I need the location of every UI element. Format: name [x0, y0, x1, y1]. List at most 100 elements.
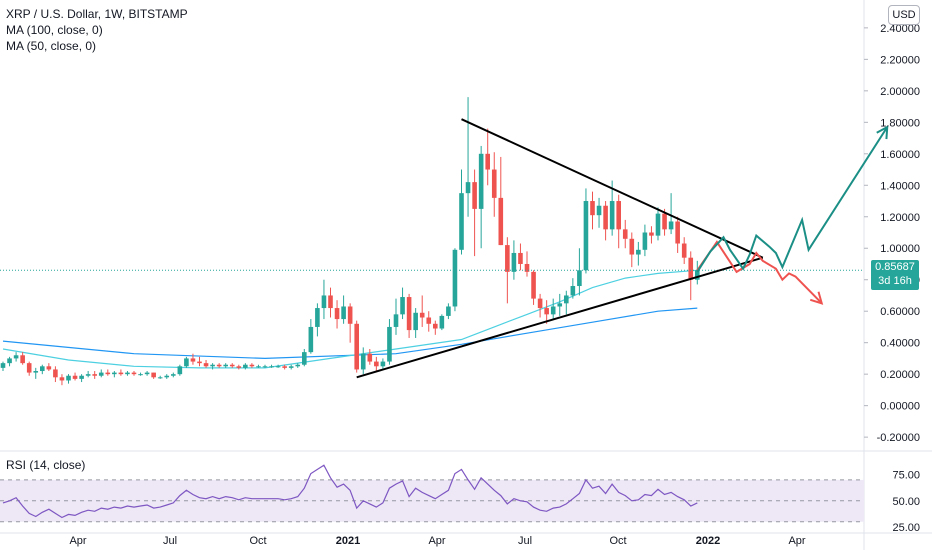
candle-body	[243, 364, 248, 368]
candle-body	[269, 366, 274, 368]
candle-body	[347, 306, 353, 324]
time-tick-label: Jul	[163, 535, 177, 547]
candle-body	[577, 270, 582, 287]
candle-body	[544, 308, 549, 315]
last-price-badge: 0.85687 3d 16h	[871, 260, 919, 290]
candle-body	[216, 364, 222, 367]
bullish-projection-path	[696, 126, 889, 273]
candle-body	[465, 182, 471, 194]
rsi-tick-label: 50.00	[892, 496, 920, 508]
candle-body	[354, 323, 359, 370]
price-tick-label: 1.60000	[880, 149, 920, 161]
candle-body	[302, 352, 307, 365]
candle-body	[622, 229, 628, 239]
candle-body	[7, 358, 12, 364]
candle-body	[400, 297, 405, 315]
price-tick-label: 2.40000	[880, 23, 920, 35]
candle-body	[649, 232, 654, 236]
rsi-legend[interactable]: RSI (14, close)	[6, 458, 86, 472]
candle-body	[334, 308, 340, 320]
candle-body	[419, 312, 425, 318]
candle-body	[282, 366, 287, 368]
candle-body	[308, 326, 314, 353]
candle-body	[603, 205, 608, 230]
candle-body	[452, 249, 458, 307]
candle-body	[374, 361, 379, 367]
chart-legend: XRP / U.S. Dollar, 1W, BITSTAMP MA (100,…	[6, 6, 188, 54]
rsi-tick-label: 75.00	[892, 470, 920, 482]
candle-body	[112, 372, 117, 375]
candle-body	[609, 201, 615, 230]
price-tick-label: 2.20000	[880, 54, 920, 66]
time-axis[interactable]: Apr Jul Oct 2021 Apr Jul Oct 2022 Apr	[69, 535, 805, 547]
candle-body	[485, 153, 490, 170]
bar-countdown: 3d 16h	[878, 275, 912, 287]
candle-body	[472, 182, 477, 209]
candle-body	[315, 308, 320, 327]
candle-body	[46, 366, 52, 370]
candlesticks	[0, 97, 700, 386]
candle-body	[171, 374, 176, 376]
candle-body	[210, 364, 215, 367]
time-tick-label: Apr	[788, 535, 805, 547]
candle-body	[531, 271, 536, 299]
ma50-legend[interactable]: MA (50, close, 0)	[6, 39, 97, 53]
candle-body	[511, 252, 517, 272]
rsi-tick-label: 25.00	[892, 522, 920, 534]
price-tick-label: 1.40000	[880, 180, 920, 192]
candle-body	[629, 238, 635, 255]
candle-body	[616, 201, 621, 230]
candle-body	[20, 355, 25, 364]
candle-body	[53, 369, 58, 378]
candle-body	[131, 372, 137, 375]
currency-button[interactable]: USD	[888, 5, 920, 25]
candle-body	[321, 295, 327, 309]
candle-body	[249, 364, 255, 367]
candle-body	[177, 366, 183, 375]
bearish-arrowhead	[809, 291, 824, 305]
candle-body	[518, 252, 523, 264]
time-tick-label: Oct	[609, 535, 626, 547]
candle-body	[341, 306, 346, 320]
candle-body	[59, 377, 65, 381]
candle-body	[459, 193, 464, 250]
price-tick-label: 1.20000	[880, 212, 920, 224]
time-tick-label: 2022	[696, 535, 720, 547]
candle-body	[197, 361, 202, 364]
candle-body	[367, 353, 373, 362]
time-tick-label: 2021	[336, 535, 360, 547]
candle-body	[675, 221, 680, 244]
symbol-title[interactable]: XRP / U.S. Dollar, 1W, BITSTAMP	[6, 7, 188, 21]
candle-body	[164, 375, 170, 378]
candle-body	[72, 375, 78, 379]
price-tick-label: 0.00000	[880, 401, 920, 413]
candle-body	[236, 366, 242, 368]
candle-body	[439, 315, 445, 329]
triangle-lower-trendline	[356, 256, 764, 379]
time-tick-label: Apr	[428, 535, 445, 547]
candle-body	[596, 205, 602, 216]
candle-body	[26, 363, 32, 373]
trendline-drawings[interactable]	[0, 118, 889, 379]
candle-body	[550, 306, 556, 315]
candle-body	[40, 366, 45, 372]
price-tick-label: 0.60000	[880, 306, 920, 318]
candle-body	[590, 201, 595, 216]
bearish-projection-path	[696, 240, 823, 305]
last-price-value: 0.85687	[875, 261, 915, 273]
candle-body	[288, 366, 294, 368]
candle-body	[144, 372, 150, 375]
candle-body	[688, 257, 694, 280]
ma100-legend[interactable]: MA (100, close, 0)	[6, 23, 103, 37]
candle-body	[151, 372, 156, 378]
candle-body	[105, 372, 111, 375]
candle-body	[433, 323, 438, 329]
price-tick-label: 1.00000	[880, 243, 920, 255]
candle-body	[583, 201, 589, 271]
candle-body	[681, 243, 687, 258]
candle-body	[203, 363, 209, 367]
candle-body	[328, 295, 333, 309]
candle-body	[695, 270, 700, 280]
rsi-line	[2, 464, 698, 519]
